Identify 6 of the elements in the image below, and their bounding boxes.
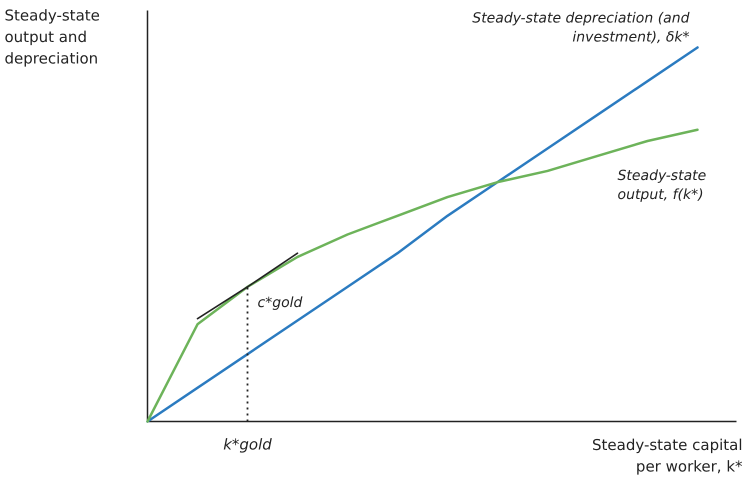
- series-label: Steady-state depreciation (and investment), δk*: [472, 10, 690, 46]
- annotation: c*gold: [258, 294, 303, 311]
- y-axis-title: Steady-state output and depreciation: [4, 6, 100, 68]
- series-label: Steady-state output, f(k*): [618, 168, 706, 204]
- text: k*gold: [223, 436, 272, 454]
- x-axis-title: Steady-state capital per worker, k*: [592, 436, 743, 476]
